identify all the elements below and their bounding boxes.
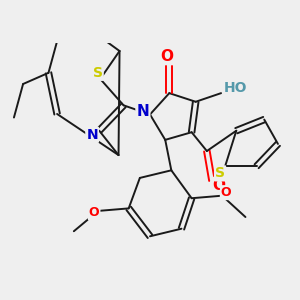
Text: HO: HO	[224, 81, 247, 95]
Text: S: S	[215, 167, 225, 180]
Text: O: O	[160, 49, 173, 64]
Text: O: O	[89, 206, 100, 220]
Text: O: O	[221, 186, 232, 199]
Text: N: N	[86, 128, 98, 142]
Text: S: S	[93, 66, 103, 80]
Text: N: N	[136, 104, 149, 119]
Text: O: O	[212, 178, 226, 193]
